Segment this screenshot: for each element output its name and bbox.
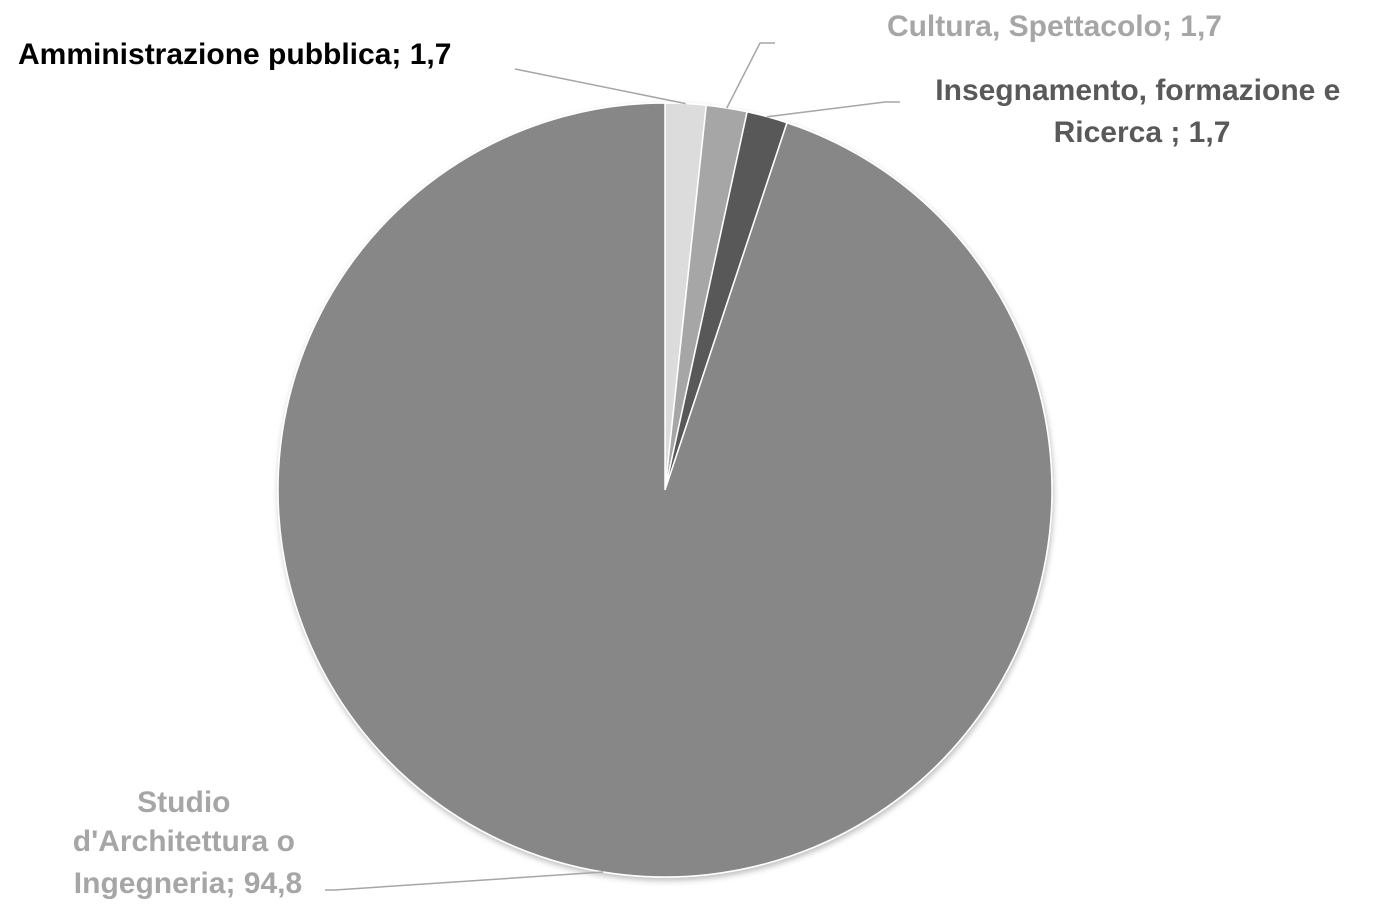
slice-label-insegnamento-ricerca: Insegnamento, formazione e Ricerca ; 1,7 <box>935 74 1348 149</box>
leader-line-3 <box>325 871 604 891</box>
pie-slice-3 <box>277 102 1053 878</box>
pie-slices <box>277 102 1053 878</box>
leader-line-2 <box>767 101 900 118</box>
leader-lines <box>325 42 900 891</box>
leader-line-0 <box>514 68 686 105</box>
slice-label-amministrazione-pubblica: Amministrazione pubblica; 1,7 <box>18 38 451 71</box>
slice-label-cultura-spettacolo: Cultura, Spettacolo; 1,7 <box>887 10 1222 43</box>
slice-label-studio-architettura: Studio d'Architettura o Ingegneria; 94,8 <box>73 786 304 900</box>
leader-line-1 <box>726 42 775 109</box>
